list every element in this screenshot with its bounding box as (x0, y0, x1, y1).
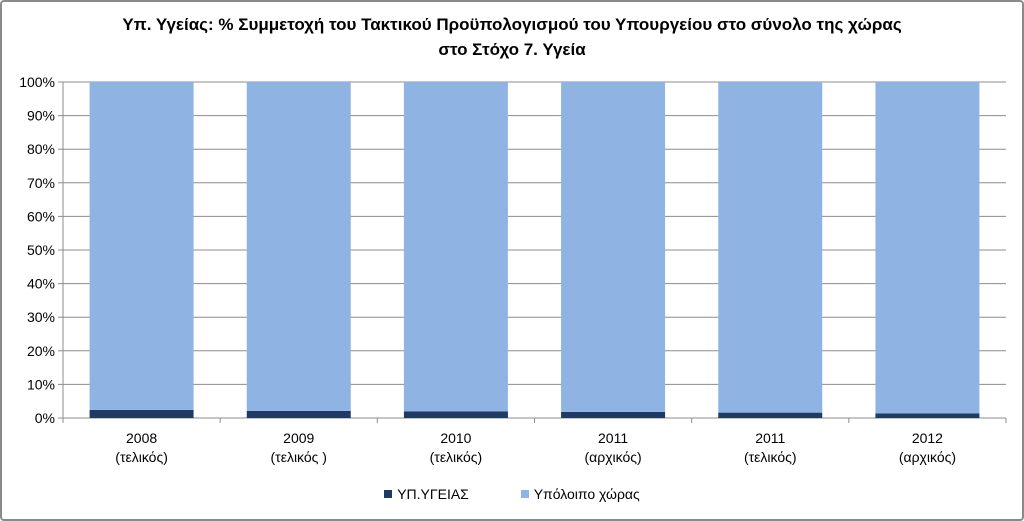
y-tick-label: 50% (27, 242, 55, 258)
bar-ypoloipo (246, 82, 351, 411)
x-tick-label-note: (τελικός) (744, 449, 797, 465)
x-tick-label-note: (τελικός) (430, 449, 483, 465)
legend-label-ypoloipo: Υπόλοιπο χώρας (533, 486, 640, 502)
x-tick-label: 2010 (440, 430, 471, 446)
y-tick-label: 100% (19, 74, 55, 90)
bar-ypoloipo (561, 82, 666, 412)
chart-title: Υπ. Υγείας: % Συμμετοχή του Τακτικού Προ… (0, 12, 1024, 62)
bar-ypygeias (561, 411, 666, 418)
y-tick-label: 10% (27, 376, 55, 392)
chart-title-line2: στο Στόχο 7. Υγεία (438, 40, 586, 59)
legend-swatch-ypoloipo (520, 490, 529, 498)
x-tick-label-note: (αρχικός) (899, 449, 956, 465)
chart-title-line1: Υπ. Υγείας: % Συμμετοχή του Τακτικού Προ… (122, 15, 902, 34)
y-tick-label: 40% (27, 276, 55, 292)
y-tick-label: 60% (27, 208, 55, 224)
x-tick-label: 2012 (912, 430, 943, 446)
bar-ypygeias (403, 411, 508, 418)
legend-item-ypygeias: ΥΠ.ΥΓΕΙΑΣ (384, 486, 469, 502)
x-tick-label: 2009 (283, 430, 314, 446)
legend-label-ypygeias: ΥΠ.ΥΓΕΙΑΣ (397, 486, 469, 502)
y-tick-label: 80% (27, 141, 55, 157)
bar-ypygeias (246, 410, 351, 418)
x-tick-label-note: (αρχικός) (584, 449, 641, 465)
chart-legend: ΥΠ.ΥΓΕΙΑΣ Υπόλοιπο χώρας (0, 485, 1024, 502)
bar-ypoloipo (403, 82, 508, 412)
legend-item-ypoloipo: Υπόλοιπο χώρας (520, 486, 640, 502)
x-tick-label: 2011 (598, 430, 628, 446)
bar-ypygeias (875, 413, 980, 418)
y-tick-label: 30% (27, 309, 55, 325)
legend-swatch-ypygeias (384, 490, 393, 498)
bar-ypygeias (89, 409, 194, 418)
x-tick-label: 2008 (126, 430, 157, 446)
y-tick-label: 90% (27, 108, 55, 124)
y-tick-label: 20% (27, 343, 55, 359)
bar-ypoloipo (89, 82, 194, 410)
y-tick-label: 0% (35, 410, 55, 426)
bar-ypygeias (718, 412, 823, 418)
y-tick-label: 70% (27, 175, 55, 191)
bar-ypoloipo (718, 82, 823, 413)
x-tick-label-note: (τελικός) (115, 449, 168, 465)
x-tick-label: 2011 (755, 430, 785, 446)
bar-ypoloipo (875, 82, 980, 414)
x-tick-label-note: (τελικός ) (271, 449, 327, 465)
